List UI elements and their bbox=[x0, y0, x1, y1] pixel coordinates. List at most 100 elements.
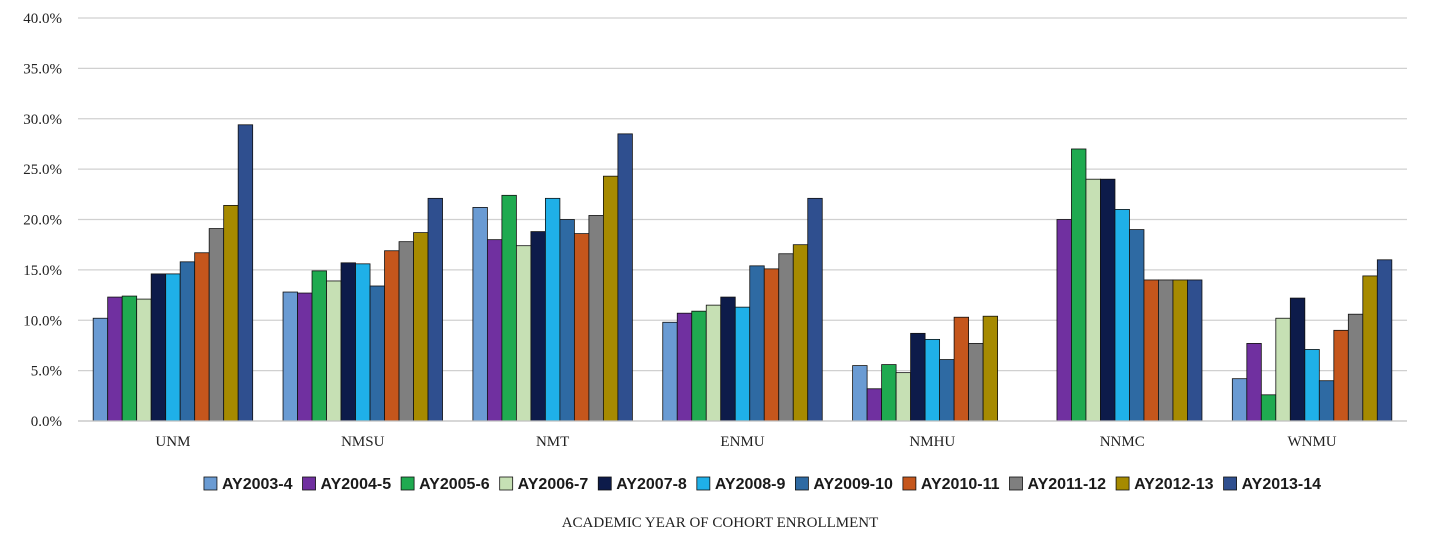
bar bbox=[778, 253, 794, 422]
bar bbox=[588, 215, 604, 422]
bar bbox=[1246, 343, 1262, 422]
bar bbox=[486, 239, 503, 422]
x-category-label: UNM bbox=[155, 434, 190, 450]
x-category-label: WNMU bbox=[1287, 434, 1336, 450]
y-tick-label: 40.0% bbox=[23, 11, 62, 27]
y-tick-label: 0.0% bbox=[31, 414, 62, 430]
legend-swatch bbox=[1115, 476, 1130, 491]
bar bbox=[792, 244, 809, 422]
legend-swatch bbox=[696, 476, 711, 491]
bar bbox=[472, 207, 488, 422]
bar bbox=[208, 228, 225, 422]
x-category-label: NMT bbox=[536, 434, 569, 450]
bar bbox=[427, 197, 443, 422]
bar bbox=[1347, 313, 1364, 422]
legend-label: AY2013-14 bbox=[1242, 476, 1322, 493]
bars bbox=[92, 124, 1393, 422]
legend-label: AY2003-4 bbox=[222, 476, 293, 493]
bar bbox=[1056, 219, 1072, 422]
bar bbox=[910, 332, 926, 422]
bar bbox=[326, 280, 342, 422]
legend-label: AY2009-10 bbox=[813, 476, 893, 493]
legend-label: AY2005-6 bbox=[419, 476, 490, 493]
bar bbox=[749, 265, 765, 422]
bar bbox=[121, 295, 138, 422]
y-axis-ticks: 0.0% 5.0% 10.0% 15.0% 20.0% 25.0% 30.0% 35.0% 40… bbox=[23, 11, 62, 430]
bar bbox=[544, 197, 561, 422]
legend-swatch bbox=[302, 476, 316, 491]
legend-label: AY2008-9 bbox=[715, 476, 786, 493]
bar bbox=[763, 268, 780, 422]
y-tick-label: 10.0% bbox=[23, 313, 62, 329]
legend: AY2003-4 AY2004-5 AY2005-6 AY2006-7 AY2007-8… bbox=[203, 476, 1322, 493]
bar bbox=[1289, 297, 1306, 422]
bar bbox=[1260, 394, 1277, 422]
bar bbox=[194, 252, 210, 422]
bar bbox=[150, 273, 167, 422]
bar bbox=[617, 133, 633, 422]
bar bbox=[1231, 378, 1248, 422]
x-axis-categories: UNM NMSU NMT ENMU NMHU NNMC WNMU bbox=[155, 434, 1336, 450]
legend-swatch bbox=[400, 476, 415, 491]
bar bbox=[1376, 259, 1393, 422]
bar bbox=[924, 338, 941, 422]
bar bbox=[691, 310, 707, 422]
bar bbox=[515, 245, 532, 422]
bar bbox=[573, 233, 590, 422]
bar bbox=[136, 298, 152, 422]
bar bbox=[282, 291, 298, 422]
bar bbox=[355, 263, 371, 422]
bar bbox=[968, 343, 984, 422]
bar bbox=[237, 124, 254, 422]
bar bbox=[807, 197, 823, 422]
legend-swatch bbox=[1223, 476, 1237, 491]
bar bbox=[340, 262, 356, 422]
bar bbox=[1333, 329, 1349, 422]
bar bbox=[384, 250, 400, 422]
bar bbox=[1275, 317, 1291, 422]
bar bbox=[1318, 380, 1335, 422]
bar bbox=[1362, 275, 1378, 422]
y-tick-label: 25.0% bbox=[23, 162, 62, 178]
bar bbox=[852, 365, 868, 422]
bar bbox=[311, 270, 327, 422]
bar bbox=[939, 359, 955, 422]
legend-swatch bbox=[597, 476, 612, 491]
bar bbox=[413, 232, 429, 422]
bar bbox=[1114, 209, 1130, 422]
legend-swatch bbox=[499, 476, 514, 491]
bar bbox=[1172, 279, 1188, 422]
x-category-label: NNMC bbox=[1100, 434, 1145, 450]
y-tick-label: 5.0% bbox=[31, 364, 62, 380]
bar bbox=[1071, 148, 1087, 422]
x-axis-title: ACADEMIC YEAR OF COHORT ENROLLMENT bbox=[562, 515, 879, 531]
bar bbox=[866, 388, 883, 422]
x-category-label: NMHU bbox=[909, 434, 955, 450]
legend-label: AY2012-13 bbox=[1134, 476, 1214, 493]
bar bbox=[953, 316, 970, 422]
bar bbox=[734, 306, 751, 422]
x-category-label: NMSU bbox=[341, 434, 385, 450]
y-tick-label: 30.0% bbox=[23, 112, 62, 128]
bar bbox=[676, 312, 693, 422]
bar bbox=[369, 285, 385, 422]
bar bbox=[297, 292, 313, 422]
y-tick-label: 20.0% bbox=[23, 213, 62, 229]
legend-label: AY2010-11 bbox=[921, 476, 1000, 493]
bar bbox=[1187, 279, 1203, 422]
bar bbox=[705, 304, 722, 422]
bar bbox=[107, 296, 123, 422]
bar bbox=[398, 241, 414, 422]
bar bbox=[501, 194, 517, 422]
legend-swatch bbox=[902, 476, 917, 491]
y-tick-label: 15.0% bbox=[23, 263, 62, 279]
bar bbox=[530, 231, 546, 422]
bar bbox=[1085, 178, 1101, 422]
y-tick-label: 35.0% bbox=[23, 61, 62, 77]
bar bbox=[223, 204, 239, 422]
bar bbox=[895, 372, 912, 422]
legend-swatch bbox=[203, 476, 218, 491]
bar bbox=[881, 364, 897, 422]
bar bbox=[92, 317, 109, 422]
